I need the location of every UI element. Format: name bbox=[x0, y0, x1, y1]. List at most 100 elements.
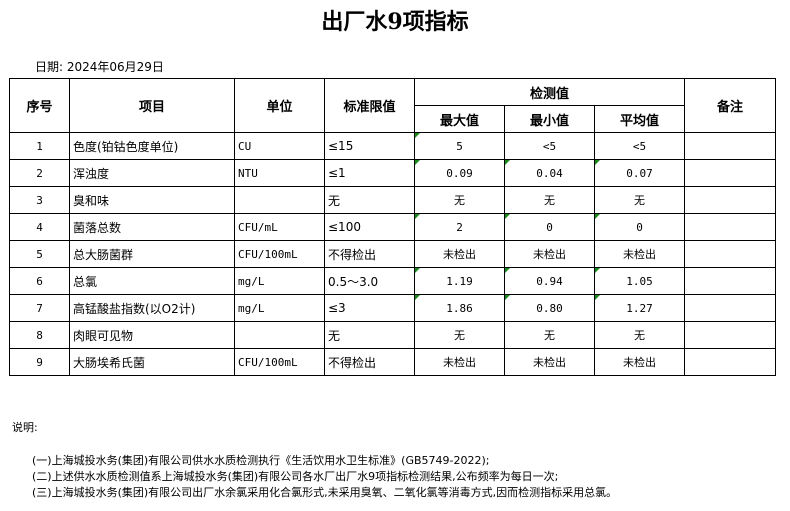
cell-seq-text: 2 bbox=[36, 166, 43, 180]
cell-seq: 9 bbox=[9, 348, 70, 376]
cell-seq-text: 9 bbox=[36, 355, 43, 369]
cell-unit: CFU/mL bbox=[234, 213, 325, 241]
cell-min-text: 0 bbox=[546, 220, 553, 234]
cell-limit: ≤15 bbox=[324, 132, 415, 160]
cell-avg: 未检出 bbox=[594, 348, 685, 376]
cell-item: 肉眼可见物 bbox=[69, 321, 235, 349]
cell-unit: NTU bbox=[234, 159, 325, 187]
cell-remark bbox=[684, 267, 776, 295]
table-row: 1 色度(铂钴色度单位) CU ≤15 5 <5 <5 bbox=[9, 132, 776, 160]
cell-unit: mg/L bbox=[234, 294, 325, 322]
cell-unit-text: NTU bbox=[238, 166, 258, 180]
cell-avg-text: 无 bbox=[634, 194, 645, 207]
cell-limit-text: 不得检出 bbox=[328, 355, 377, 370]
cell-min-text: 未检出 bbox=[533, 248, 566, 261]
notes: 说明: (一)上海城投水务(集团)有限公司供水水质检测执行《生活饮用水卫生标准》… bbox=[12, 420, 617, 501]
cell-remark bbox=[684, 159, 776, 187]
cell-min-text: 0.94 bbox=[536, 274, 563, 288]
cell-avg-text: 无 bbox=[634, 329, 645, 342]
cell-min: 未检出 bbox=[504, 240, 595, 268]
cell-item-text: 总大肠菌群 bbox=[73, 247, 134, 262]
cell-limit: 0.5～3.0 bbox=[324, 267, 415, 295]
cell-max-text: 无 bbox=[454, 329, 465, 342]
indicator-triangle-icon bbox=[595, 214, 600, 219]
indicator-triangle-icon bbox=[595, 160, 600, 165]
cell-min-text: 0.80 bbox=[536, 301, 563, 315]
cell-limit: 不得检出 bbox=[324, 240, 415, 268]
cell-max: 无 bbox=[414, 321, 505, 349]
cell-remark bbox=[684, 294, 776, 322]
indicator-triangle-icon bbox=[415, 133, 420, 138]
cell-item: 高锰酸盐指数(以O2计) bbox=[69, 294, 235, 322]
header-avg: 平均值 bbox=[594, 105, 685, 133]
cell-max: 2 bbox=[414, 213, 505, 241]
cell-seq: 6 bbox=[9, 267, 70, 295]
note-item: (二)上述供水水质检测值系上海城投水务(集团)有限公司各水厂出厂水9项指标检测结… bbox=[32, 470, 559, 483]
cell-min-text: <5 bbox=[542, 139, 557, 153]
cell-max-text: 未检出 bbox=[443, 356, 476, 369]
cell-seq-text: 8 bbox=[36, 328, 43, 342]
cell-seq: 4 bbox=[9, 213, 70, 241]
cell-limit-text: 无 bbox=[328, 193, 341, 208]
cell-min-text: 无 bbox=[544, 194, 555, 207]
cell-min: 0 bbox=[504, 213, 595, 241]
water-quality-table: 序号 项目 单位 标准限值 检测值 备注 最大值 最小值 平均值 1 色度(铂钴色… bbox=[9, 78, 776, 376]
cell-item: 色度(铂钴色度单位) bbox=[69, 132, 235, 160]
header-seq: 序号 bbox=[9, 78, 70, 133]
cell-avg: 1.05 bbox=[594, 267, 685, 295]
cell-max: 1.19 bbox=[414, 267, 505, 295]
indicator-triangle-icon bbox=[505, 295, 510, 300]
cell-min: 无 bbox=[504, 321, 595, 349]
indicator-triangle-icon bbox=[505, 160, 510, 165]
note-item: (一)上海城投水务(集团)有限公司供水水质检测执行《生活饮用水卫生标准》(GB5… bbox=[32, 454, 490, 467]
cell-item-text: 浑浊度 bbox=[73, 166, 110, 181]
table-row: 6 总氯 mg/L 0.5～3.0 1.19 0.94 1.05 bbox=[9, 267, 776, 295]
cell-item-text: 肉眼可见物 bbox=[73, 328, 134, 343]
header-item: 项目 bbox=[69, 78, 235, 133]
cell-max-text: 2 bbox=[456, 220, 463, 234]
cell-max-text: 0.09 bbox=[446, 166, 473, 180]
cell-avg: 1.27 bbox=[594, 294, 685, 322]
cell-limit-text: ≤3 bbox=[328, 301, 346, 315]
cell-limit-text: ≤100 bbox=[328, 220, 361, 234]
cell-item-text: 大肠埃希氏菌 bbox=[73, 355, 146, 370]
cell-limit-text: ≤1 bbox=[328, 166, 346, 180]
cell-remark bbox=[684, 132, 776, 160]
header-max: 最大值 bbox=[414, 105, 505, 133]
cell-unit-text: mg/L bbox=[238, 301, 265, 315]
cell-min: <5 bbox=[504, 132, 595, 160]
cell-remark bbox=[684, 240, 776, 268]
cell-avg-text: 未检出 bbox=[623, 356, 656, 369]
cell-limit-text: 0.5～3.0 bbox=[328, 274, 379, 289]
cell-seq-text: 6 bbox=[36, 274, 43, 288]
cell-max-text: 未检出 bbox=[443, 248, 476, 261]
cell-remark bbox=[684, 348, 776, 376]
cell-max: 0.09 bbox=[414, 159, 505, 187]
cell-avg-text: 0 bbox=[636, 220, 643, 234]
indicator-triangle-icon bbox=[415, 160, 420, 165]
cell-limit: 无 bbox=[324, 186, 415, 214]
cell-seq: 8 bbox=[9, 321, 70, 349]
cell-min-text: 未检出 bbox=[533, 356, 566, 369]
cell-min-text: 0.04 bbox=[536, 166, 563, 180]
cell-max: 未检出 bbox=[414, 240, 505, 268]
table-row: 4 菌落总数 CFU/mL ≤100 2 0 0 bbox=[9, 213, 776, 241]
cell-max: 1.86 bbox=[414, 294, 505, 322]
table-row: 8 肉眼可见物 无 无 无 无 bbox=[9, 321, 776, 349]
cell-min: 0.80 bbox=[504, 294, 595, 322]
cell-unit-text: CFU/mL bbox=[238, 220, 278, 234]
cell-avg-text: 未检出 bbox=[623, 248, 656, 261]
report-date: 日期: 2024年06月29日 bbox=[35, 60, 164, 74]
cell-seq: 7 bbox=[9, 294, 70, 322]
cell-max-text: 1.19 bbox=[446, 274, 473, 288]
cell-item-text: 高锰酸盐指数(以O2计) bbox=[73, 301, 196, 316]
table-row: 2 浑浊度 NTU ≤1 0.09 0.04 0.07 bbox=[9, 159, 776, 187]
indicator-triangle-icon bbox=[595, 268, 600, 273]
indicator-triangle-icon bbox=[505, 214, 510, 219]
cell-limit: 无 bbox=[324, 321, 415, 349]
header-min: 最小值 bbox=[504, 105, 595, 133]
indicator-triangle-icon bbox=[505, 268, 510, 273]
cell-avg: 0.07 bbox=[594, 159, 685, 187]
cell-max: 无 bbox=[414, 186, 505, 214]
indicator-triangle-icon bbox=[595, 295, 600, 300]
